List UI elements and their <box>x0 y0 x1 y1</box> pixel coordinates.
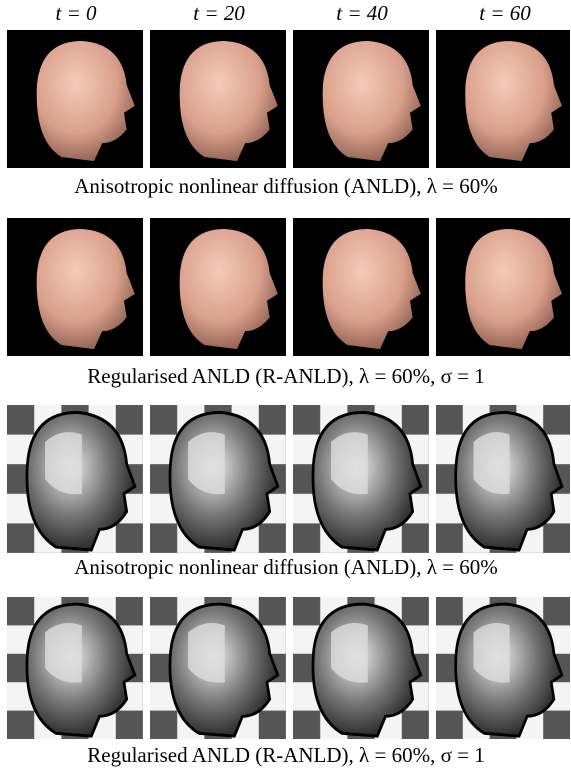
column-header: t = 0 <box>55 1 97 25</box>
render-image <box>293 218 429 356</box>
render-image <box>150 405 286 553</box>
caption: Anisotropic nonlinear diffusion (ANLD), … <box>74 174 498 198</box>
render-image <box>150 30 286 168</box>
render-image <box>436 405 570 553</box>
column-header: t = 60 <box>479 1 531 25</box>
render-image <box>150 218 286 356</box>
render-image <box>293 597 429 739</box>
render-image <box>7 218 143 356</box>
column-header: t = 20 <box>193 1 245 25</box>
page: t = 0 t = 20 t = 40 t = 60 Anisotropic n… <box>0 0 571 774</box>
render-image <box>7 30 143 168</box>
render-image <box>436 597 570 739</box>
caption: Regularised ANLD (R-ANLD), λ = 60%, σ = … <box>87 743 484 767</box>
column-header: t = 40 <box>336 1 388 25</box>
render-image <box>7 597 143 739</box>
render-image <box>436 218 570 356</box>
render-image <box>293 30 429 168</box>
render-image <box>293 405 429 553</box>
caption: Regularised ANLD (R-ANLD), λ = 60%, σ = … <box>87 364 484 388</box>
render-image <box>7 405 143 553</box>
render-image <box>436 30 570 168</box>
caption: Anisotropic nonlinear diffusion (ANLD), … <box>74 555 498 579</box>
figure: t = 0 t = 20 t = 40 t = 60 Anisotropic n… <box>0 0 571 774</box>
render-image <box>150 597 286 739</box>
